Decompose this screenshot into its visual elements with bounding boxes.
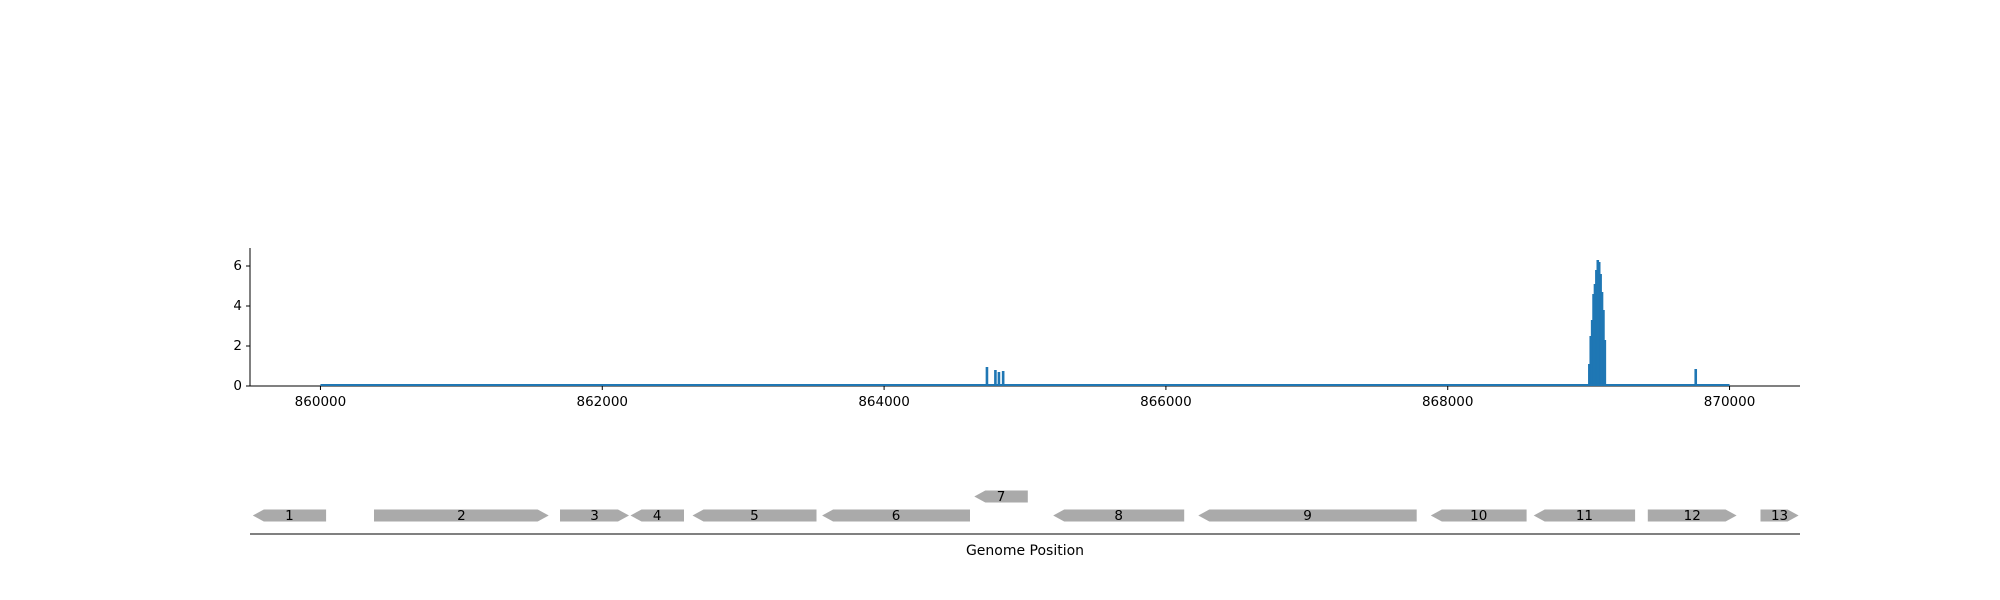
coverage-bar bbox=[1596, 260, 1600, 386]
y-tick-label: 2 bbox=[233, 338, 242, 354]
gene-label: 12 bbox=[1684, 508, 1701, 524]
gene-arrow bbox=[1647, 509, 1737, 522]
coverage-bar bbox=[1599, 274, 1602, 386]
gene-arrow bbox=[560, 509, 629, 522]
coverage-bar bbox=[994, 370, 997, 386]
gene-label: 4 bbox=[653, 508, 662, 524]
coverage-bar bbox=[1589, 336, 1593, 386]
gene-label: 1 bbox=[285, 508, 294, 524]
x-tick-label: 864000 bbox=[858, 394, 910, 410]
x-tick-label: 868000 bbox=[1422, 394, 1474, 410]
coverage-bar bbox=[1595, 270, 1598, 386]
gene-arrow bbox=[822, 509, 970, 522]
x-tick-label: 860000 bbox=[295, 394, 347, 410]
gene-label: 11 bbox=[1576, 508, 1593, 524]
gene-arrow bbox=[630, 509, 684, 522]
coverage-bar bbox=[1590, 320, 1594, 386]
x-tick-label: 862000 bbox=[576, 394, 628, 410]
gene-arrow bbox=[1198, 509, 1417, 522]
coverage-bar bbox=[1593, 284, 1597, 386]
gene-label: 9 bbox=[1303, 508, 1312, 524]
gene-arrow bbox=[1533, 509, 1636, 522]
gene-arrow bbox=[252, 509, 327, 522]
gene-label: 3 bbox=[590, 508, 599, 524]
coverage-bar bbox=[1592, 294, 1595, 386]
gene-arrow bbox=[1053, 509, 1185, 522]
x-ticks: 860000 862000 864000 866000 868000 870000 bbox=[295, 386, 1756, 410]
gene-arrows: 1 2 3 4 5 678 9 10 11 12 13 bbox=[252, 489, 1799, 524]
coverage-bar bbox=[1694, 369, 1698, 386]
gene-label: 8 bbox=[1114, 508, 1123, 524]
gene-label: 7 bbox=[997, 489, 1006, 505]
gene-arrow bbox=[1760, 509, 1799, 522]
gene-arrow bbox=[974, 490, 1028, 503]
y-tick-label: 6 bbox=[233, 258, 242, 274]
y-tick-label: 0 bbox=[233, 378, 242, 394]
coverage-plot: 0 2 4 6 860000 862000 864000 866000 868000 87000… bbox=[233, 248, 1800, 410]
y-tick-label: 4 bbox=[233, 298, 242, 314]
gene-arrow bbox=[1430, 509, 1527, 522]
coverage-bar bbox=[1600, 292, 1604, 386]
coverage-bar bbox=[985, 367, 989, 386]
x-tick-label: 866000 bbox=[1140, 394, 1192, 410]
coverage-bar bbox=[1603, 340, 1607, 386]
gene-label: 2 bbox=[457, 508, 466, 524]
gene-label: 10 bbox=[1470, 508, 1487, 524]
gene-label: 5 bbox=[750, 508, 759, 524]
x-axis-title: Genome Position bbox=[966, 543, 1084, 559]
gene-arrow bbox=[374, 509, 549, 522]
x-tick-label: 870000 bbox=[1704, 394, 1756, 410]
y-ticks: 0 2 4 6 bbox=[233, 258, 250, 394]
coverage-bars bbox=[320, 260, 1730, 386]
gene-label: 13 bbox=[1771, 508, 1788, 524]
coverage-bar bbox=[1597, 262, 1601, 386]
gene-track: 1 2 3 4 5 678 9 10 11 12 13 Genome Position bbox=[250, 489, 1800, 559]
coverage-bar bbox=[997, 372, 1001, 386]
coverage-bar bbox=[1588, 364, 1591, 386]
gene-arrow bbox=[692, 509, 817, 522]
coverage-bar bbox=[1001, 371, 1005, 386]
coverage-bar bbox=[1602, 310, 1605, 386]
gene-label: 6 bbox=[892, 508, 901, 524]
